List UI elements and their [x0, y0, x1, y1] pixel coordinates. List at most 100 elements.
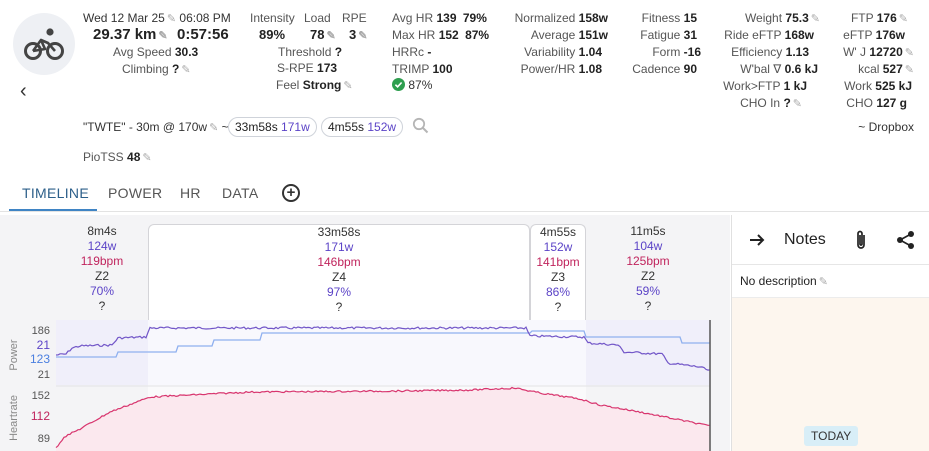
- climbing-value: ?: [172, 62, 180, 76]
- avg-hr-value: 139: [436, 11, 457, 25]
- edit-piotss-icon[interactable]: ✎: [142, 152, 152, 164]
- piotss-value: 48: [127, 150, 141, 164]
- workout-tilde: ~: [221, 120, 229, 134]
- cadence: Cadence 90: [632, 62, 697, 76]
- interval-segment-1[interactable]: 8m4s 124w 119bpm Z2 70% ?: [56, 224, 148, 330]
- cycling-icon: [24, 28, 64, 60]
- edit-cho-in-icon[interactable]: ✎: [792, 98, 802, 110]
- ride-eftp-label: Ride eFTP: [724, 28, 782, 42]
- interval-chip-2[interactable]: 4m55s 152w: [321, 117, 404, 137]
- srpe: S-RPE 173: [277, 61, 337, 75]
- variability: Variability 1.04: [524, 45, 602, 59]
- hrrc: HRRc -: [392, 45, 431, 59]
- edit-feel-icon[interactable]: ✎: [343, 80, 353, 92]
- edit-w-prime-icon[interactable]: ✎: [904, 47, 914, 59]
- tab-timeline[interactable]: TIMELINE: [22, 185, 89, 201]
- work-ftp-value: 1 kJ: [783, 79, 807, 93]
- today-badge[interactable]: TODAY: [804, 426, 859, 446]
- variability-value: 1.04: [578, 45, 602, 59]
- normalized-value: 158w: [578, 11, 608, 25]
- fitness: Fitness 15: [642, 11, 697, 25]
- tab-power[interactable]: POWER: [108, 185, 163, 201]
- segment-hr: 146bpm: [317, 255, 361, 269]
- segment-q: ?: [644, 299, 652, 313]
- fatigue-label: Fatigue: [640, 28, 681, 42]
- workout-name[interactable]: "TWTE" - 30m @ 170w ✎ ~: [83, 120, 229, 134]
- weight-value: 75.3: [785, 11, 809, 25]
- add-tab-icon[interactable]: +: [282, 184, 300, 202]
- workout-name-text: "TWTE" - 30m @ 170w: [83, 120, 208, 134]
- load-value: 78 ✎: [310, 27, 336, 42]
- edit-kcal-icon[interactable]: ✎: [904, 64, 914, 76]
- intensity-label: Intensity: [250, 11, 295, 25]
- eftp-label: eFTP: [843, 28, 873, 42]
- cho-value: 127 g: [876, 96, 907, 110]
- interval-segment-3[interactable]: 4m55s 152w 141bpm Z3 86% ?: [530, 224, 586, 330]
- avg-speed-value: 30.3: [174, 45, 199, 59]
- avg-speed: Avg Speed 30.3: [113, 45, 198, 59]
- segment-power: 152w: [543, 240, 573, 254]
- segment-zone: Z2: [94, 269, 109, 283]
- notes-body[interactable]: No description ✎ TODAY: [732, 265, 929, 451]
- tab-data[interactable]: DATA: [222, 185, 259, 201]
- variability-label: Variability: [524, 45, 576, 59]
- threshold: Threshold ?: [278, 45, 342, 59]
- trimp-value: 100: [432, 62, 453, 76]
- power-trace: [55, 326, 711, 371]
- back-icon[interactable]: ‹: [20, 80, 27, 102]
- normalized-label: Normalized: [514, 11, 576, 25]
- search-icon[interactable]: [412, 117, 429, 137]
- max-hr-pct: 87%: [465, 28, 490, 42]
- max-hr-value: 152: [438, 28, 459, 42]
- activity-chart[interactable]: Power 186 21 123 21 Heartrate 152 112 89: [0, 215, 730, 451]
- power-hr-label: Power/HR: [520, 62, 576, 76]
- hrrc-label: HRRc: [392, 45, 424, 59]
- share-icon[interactable]: [896, 230, 916, 250]
- form-label: Form: [652, 45, 681, 59]
- edit-description-icon[interactable]: ✎: [818, 276, 828, 288]
- kcal-label: kcal: [858, 62, 880, 76]
- edit-load-icon[interactable]: ✎: [326, 30, 336, 42]
- cho-in-value: ?: [783, 96, 791, 110]
- segment-power: 171w: [324, 240, 354, 254]
- segment-hr: 119bpm: [80, 254, 124, 268]
- tab-hr[interactable]: HR: [180, 185, 201, 201]
- arrow-right-icon[interactable]: [748, 231, 766, 249]
- ride-eftp: Ride eFTP 168w: [724, 28, 814, 42]
- segment-duration: 8m4s: [87, 224, 117, 238]
- power-hr-value: 1.08: [578, 62, 602, 76]
- interval-segment-4[interactable]: 11m5s 104w 125bpm Z2 59% ?: [586, 224, 710, 330]
- notes-title: Notes: [784, 231, 826, 248]
- trimp-label: TRIMP: [392, 62, 430, 76]
- segment-pct: 59%: [635, 284, 661, 298]
- tab-bar: TIMELINE POWER HR DATA: [0, 176, 929, 212]
- segment-zone: Z3: [550, 270, 565, 284]
- edit-date-icon[interactable]: ✎: [166, 13, 177, 25]
- timeline-panel: 8m4s 124w 119bpm Z2 70% ? 33m58s 171w 14…: [0, 215, 730, 451]
- average: Average 151w: [531, 28, 608, 42]
- notes-description[interactable]: No description ✎: [732, 265, 929, 298]
- segment-power: 104w: [633, 239, 663, 253]
- edit-ftp-icon[interactable]: ✎: [898, 13, 908, 25]
- hr-trace: [55, 386, 710, 449]
- work-ftp-label: Work>FTP: [723, 79, 781, 93]
- trimp: TRIMP 100: [392, 62, 453, 76]
- weight: Weight 75.3 ✎: [745, 11, 820, 25]
- activity-date: Wed 12 Mar 25: [83, 11, 165, 25]
- attachment-icon[interactable]: [854, 229, 868, 251]
- hr-tick-max: 152: [32, 390, 50, 402]
- edit-weight-icon[interactable]: ✎: [810, 13, 820, 25]
- hr-check-pct: 87%: [408, 78, 433, 92]
- edit-rpe-icon[interactable]: ✎: [358, 30, 368, 42]
- edit-distance-icon[interactable]: ✎: [158, 30, 168, 42]
- normalized: Normalized 158w: [515, 11, 608, 25]
- interval-chip-2-time: 4m55s: [328, 120, 365, 134]
- interval-chip-1[interactable]: 33m58s 171w: [228, 117, 317, 137]
- w-prime-value: 12720: [869, 45, 903, 59]
- source-link[interactable]: ~ Dropbox: [858, 120, 914, 134]
- piotss-label: PioTSS: [83, 150, 124, 164]
- interval-segment-2[interactable]: 33m58s 171w 146bpm Z4 97% ?: [148, 224, 530, 330]
- edit-workout-icon[interactable]: ✎: [209, 122, 219, 134]
- weight-label: Weight: [744, 11, 783, 25]
- edit-climbing-icon[interactable]: ✎: [181, 64, 191, 76]
